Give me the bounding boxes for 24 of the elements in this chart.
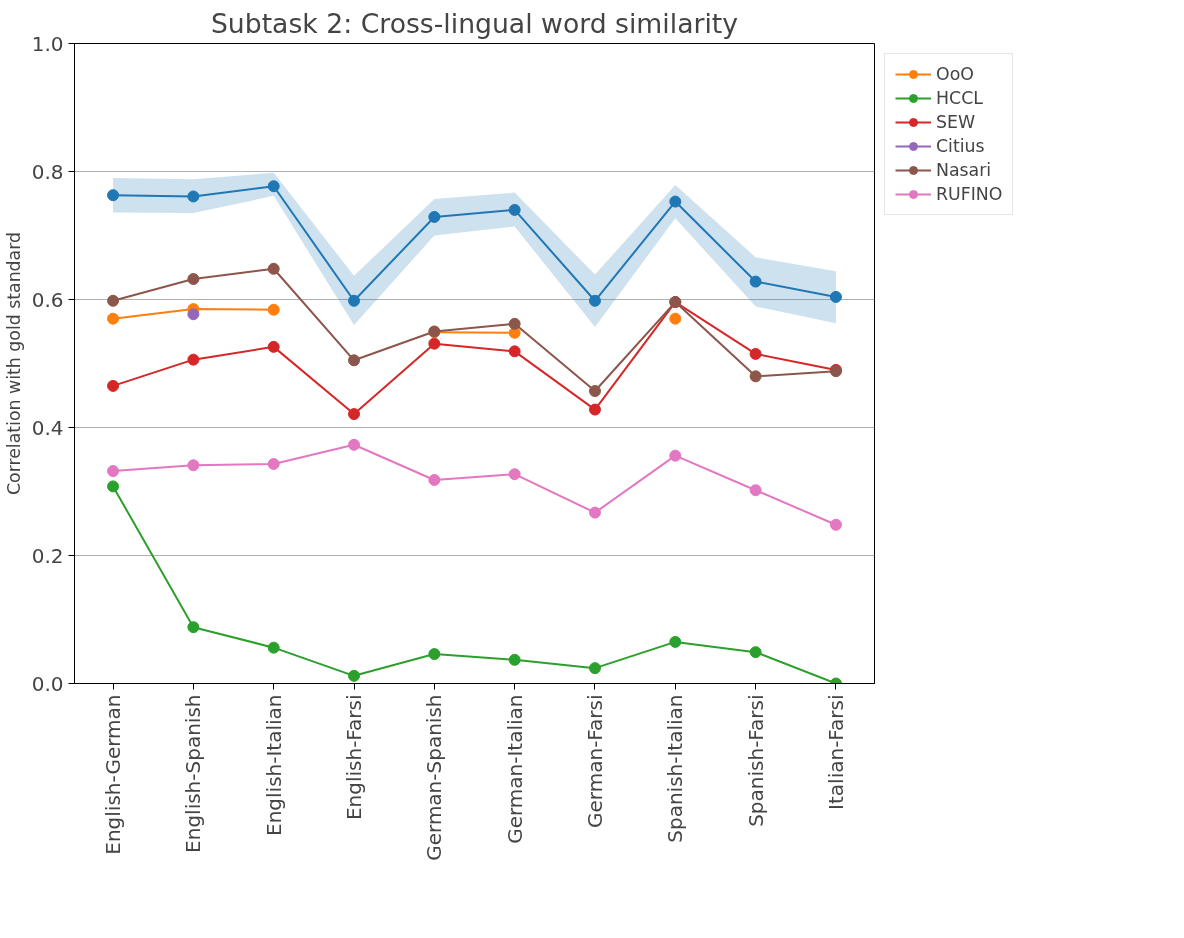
x-tick-label: English-German	[101, 694, 126, 855]
y-axis-title: Correlation with gold standard	[3, 231, 24, 496]
x-tick-label: Spanish-Farsi	[743, 694, 768, 827]
legend-label: Nasari	[936, 160, 992, 180]
y-tick-label: 0.4	[31, 415, 64, 440]
legend-label: RUFINO	[936, 184, 1003, 204]
legend-label: OoO	[936, 64, 974, 84]
y-tick-label: 0.0	[31, 671, 64, 696]
x-tick-label: Spanish-Italian	[663, 694, 688, 843]
x-tick-label: German-Farsi	[582, 694, 607, 828]
x-tick-label: German-Spanish	[422, 694, 447, 861]
y-tick-label: 0.6	[31, 287, 64, 312]
legend-label: SEW	[936, 112, 976, 132]
x-tick-label: Italian-Farsi	[823, 694, 848, 810]
y-tick-label: 0.2	[31, 543, 64, 568]
legend-label: HCCL	[936, 88, 983, 108]
x-tick-label: German-Italian	[502, 694, 527, 844]
y-tick-label: 0.8	[31, 159, 64, 184]
chart-title: Subtask 2: Cross-lingual word similarity	[210, 7, 739, 39]
x-tick-label: English-Italian	[261, 694, 286, 836]
x-tick-label: English-Spanish	[181, 694, 206, 853]
x-tick-label: English-Farsi	[342, 694, 367, 821]
legend-label: Citius	[936, 136, 985, 156]
y-tick-label: 1.0	[31, 31, 64, 56]
